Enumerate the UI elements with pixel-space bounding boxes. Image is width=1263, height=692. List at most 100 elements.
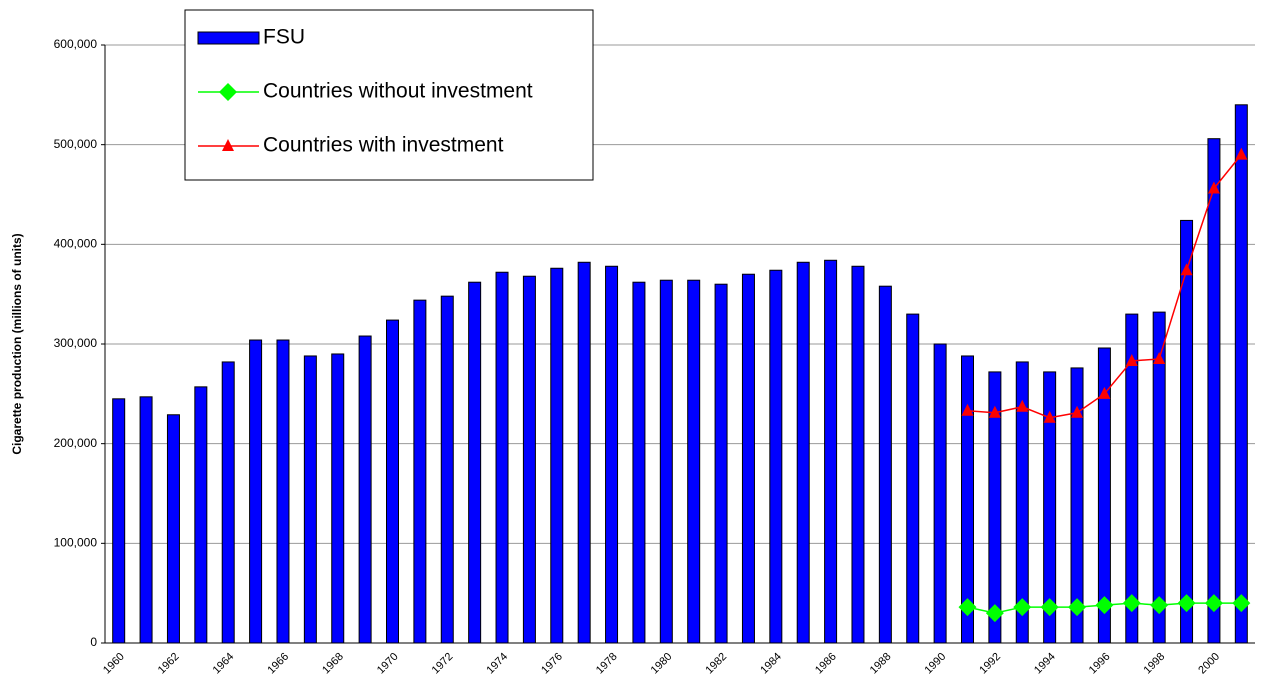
bar	[851, 265, 865, 644]
x-tick-label: 1994	[1032, 651, 1058, 677]
bar	[1070, 367, 1084, 644]
marker	[1207, 181, 1220, 194]
bar	[112, 398, 126, 644]
x-tick-label: 1972	[430, 651, 456, 677]
marker	[1232, 594, 1251, 613]
y-tick-label: 100,000	[54, 536, 98, 550]
y-tick-label: 0	[90, 635, 97, 649]
bar	[769, 269, 783, 644]
bar	[961, 355, 974, 644]
bar	[1125, 313, 1139, 644]
bar	[139, 396, 153, 644]
marker	[1043, 410, 1056, 423]
bar	[550, 267, 564, 644]
bar	[933, 343, 947, 644]
bar	[1180, 219, 1194, 644]
bar	[632, 281, 646, 644]
bar	[303, 355, 317, 644]
x-tick-label: 1978	[594, 651, 620, 677]
x-tick-label: 1980	[649, 651, 675, 677]
bar	[249, 339, 263, 644]
x-tick-label: 1964	[211, 651, 237, 677]
marker	[1125, 353, 1138, 366]
marker	[988, 405, 1001, 418]
marker	[958, 598, 977, 617]
bar	[522, 275, 536, 644]
x-tick-label: 1998	[1142, 651, 1168, 677]
bar	[906, 313, 920, 644]
marker	[1016, 399, 1029, 412]
y-tick-label: 500,000	[54, 137, 98, 151]
x-tick-label: 1986	[813, 651, 839, 677]
bar	[331, 353, 345, 644]
bar	[358, 335, 372, 644]
x-tick-label: 1968	[320, 651, 346, 677]
marker	[222, 139, 234, 151]
x-tick-label: 1970	[375, 651, 401, 677]
marker	[1235, 147, 1248, 160]
bar	[714, 283, 728, 644]
bar	[988, 371, 1002, 644]
bar	[166, 414, 180, 644]
marker	[1071, 405, 1084, 418]
x-tick-label: 1976	[539, 651, 565, 677]
x-tick-label: 1984	[758, 651, 784, 677]
bar	[276, 339, 290, 644]
y-tick-label: 300,000	[54, 336, 98, 350]
y-tick-label: 600,000	[54, 37, 98, 51]
bar	[1097, 347, 1111, 644]
bar	[1152, 311, 1166, 644]
marker	[1068, 598, 1087, 617]
x-tick-label: 1992	[977, 651, 1003, 677]
bar	[687, 279, 701, 644]
x-tick-label: 1974	[484, 651, 510, 677]
bar	[440, 295, 454, 644]
marker	[1150, 596, 1169, 615]
bar	[1234, 104, 1248, 644]
bar	[468, 281, 482, 644]
marker	[219, 83, 237, 101]
bar	[1043, 371, 1057, 644]
bar	[605, 265, 619, 644]
marker	[1177, 594, 1196, 613]
x-tick-label: 1960	[101, 651, 127, 677]
bar	[741, 273, 755, 644]
legend-label: Countries without investment	[263, 80, 533, 103]
x-tick-label: 2000	[1196, 651, 1222, 677]
marker	[1204, 594, 1223, 613]
bar	[577, 261, 591, 644]
x-tick-label: 1988	[868, 651, 894, 677]
x-tick-label: 1996	[1087, 651, 1113, 677]
bar	[796, 261, 810, 644]
bar	[413, 299, 427, 644]
marker	[961, 403, 974, 416]
bar	[1015, 361, 1029, 644]
y-tick-label: 200,000	[54, 436, 98, 450]
legend-swatch	[197, 31, 260, 45]
bar	[221, 361, 235, 644]
legend-label: FSU	[263, 26, 305, 49]
bar	[495, 271, 509, 644]
bar	[659, 279, 673, 644]
x-tick-label: 1966	[265, 651, 291, 677]
x-tick-label: 1962	[156, 651, 182, 677]
marker	[1098, 386, 1111, 399]
marker	[1180, 263, 1193, 276]
bar	[194, 386, 208, 644]
bar	[1207, 138, 1221, 644]
marker	[1122, 594, 1141, 613]
marker	[985, 604, 1004, 623]
legend-label: Countries with investment	[263, 134, 504, 157]
y-tick-label: 400,000	[54, 237, 98, 251]
bar	[824, 259, 838, 644]
bar	[878, 285, 892, 644]
bar	[386, 319, 399, 644]
marker	[1040, 598, 1059, 617]
x-tick-label: 1990	[922, 651, 948, 677]
marker	[1013, 598, 1032, 617]
marker	[1095, 596, 1114, 615]
x-tick-label: 1982	[703, 651, 729, 677]
marker	[1153, 351, 1166, 364]
y-axis-label: Cigarette production (millions of units)	[10, 233, 24, 454]
